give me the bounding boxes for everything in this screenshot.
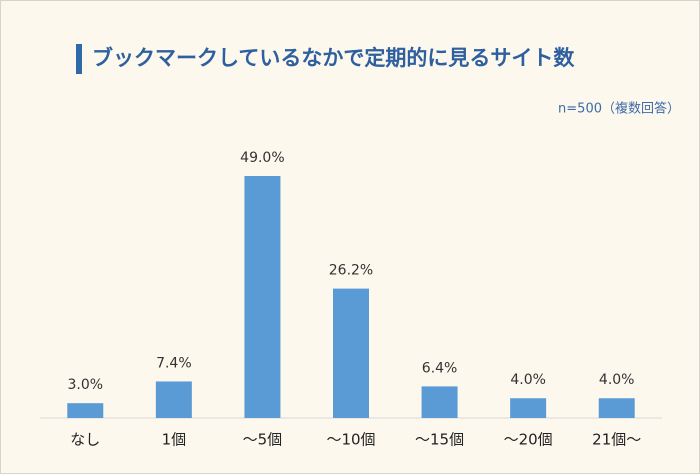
chart-title: ブックマークしているなかで定期的に見るサイト数: [92, 46, 575, 70]
title-marker: [76, 44, 82, 74]
value-label: 7.4%: [156, 355, 192, 371]
x-tick-label: ～5個: [243, 431, 283, 449]
bar: [244, 176, 281, 418]
x-tick-label: ～15個: [415, 431, 464, 449]
bar: [510, 398, 547, 418]
value-label: 26.2%: [329, 263, 373, 279]
value-label: 49.0%: [240, 150, 284, 166]
value-label: 3.0%: [67, 377, 103, 393]
x-tick-label: なし: [70, 431, 100, 449]
x-tick-label: ～10個: [326, 431, 375, 449]
x-tick-label: ～20個: [504, 431, 553, 449]
bar: [155, 381, 192, 418]
bar: [421, 386, 458, 418]
value-label: 6.4%: [422, 360, 458, 376]
bar: [67, 403, 104, 418]
x-tick-label: 1個: [162, 431, 187, 449]
bar: [598, 398, 635, 418]
value-label: 4.0%: [510, 372, 546, 388]
x-tick-label: 21個～: [592, 431, 641, 449]
note: n=500（複数回答）: [558, 101, 680, 117]
value-label: 4.0%: [599, 372, 635, 388]
bar: [333, 288, 369, 418]
